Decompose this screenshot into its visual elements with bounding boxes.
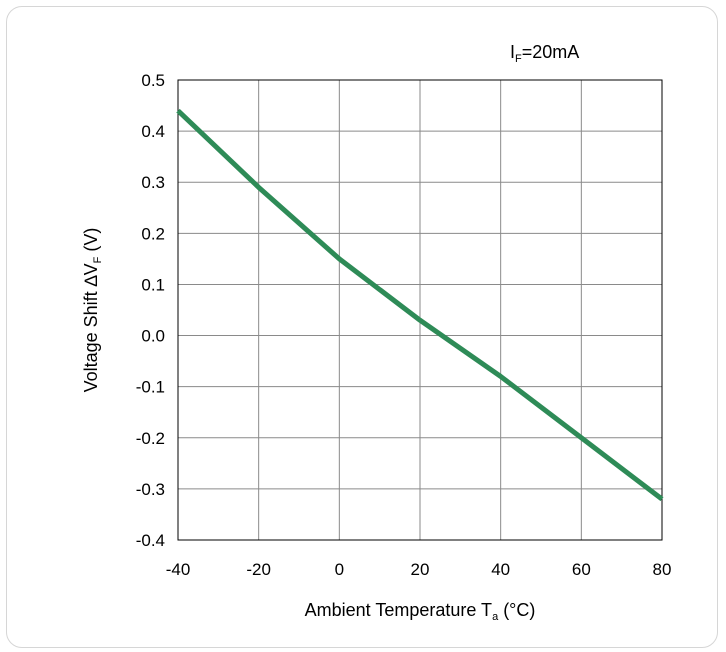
x-tick-label: 80: [653, 560, 672, 579]
x-tick-label: 20: [411, 560, 430, 579]
x-tick-label: -40: [166, 560, 191, 579]
y-tick-label: 0.5: [141, 71, 165, 90]
y-tick-label: 0.2: [141, 224, 165, 243]
y-tick-label: -0.2: [136, 429, 165, 448]
chart-frame: [6, 6, 718, 648]
y-tick-label: 0.4: [141, 122, 165, 141]
y-tick-labels: 0.5 0.4 0.3 0.2 0.1 0.0 -0.1 -0.2 -0.3 -0.4: [136, 71, 165, 550]
y-tick-label: -0.4: [136, 531, 165, 550]
x-tick-labels: -40 -20 0 20 40 60 80: [166, 560, 672, 579]
y-tick-label: -0.1: [136, 378, 165, 397]
y-tick-label: 0.1: [141, 275, 165, 294]
forward-current-annotation: IF=20mA: [510, 42, 579, 65]
x-tick-label: 60: [572, 560, 591, 579]
x-tick-label: 40: [491, 560, 510, 579]
y-tick-label: 0.0: [141, 327, 165, 346]
grid-lines: [177, 79, 663, 541]
y-axis-label: Voltage Shift ∆VF (V): [81, 228, 104, 393]
x-axis-label: Ambient Temperature Ta (°C): [305, 600, 536, 623]
x-tick-label: 0: [335, 560, 344, 579]
plot-border: [177, 79, 663, 541]
voltage-shift-line: [176, 108, 664, 502]
x-tick-label: -20: [246, 560, 271, 579]
y-tick-label: 0.3: [141, 173, 165, 192]
series-group: [176, 108, 664, 502]
y-tick-label: -0.3: [136, 480, 165, 499]
